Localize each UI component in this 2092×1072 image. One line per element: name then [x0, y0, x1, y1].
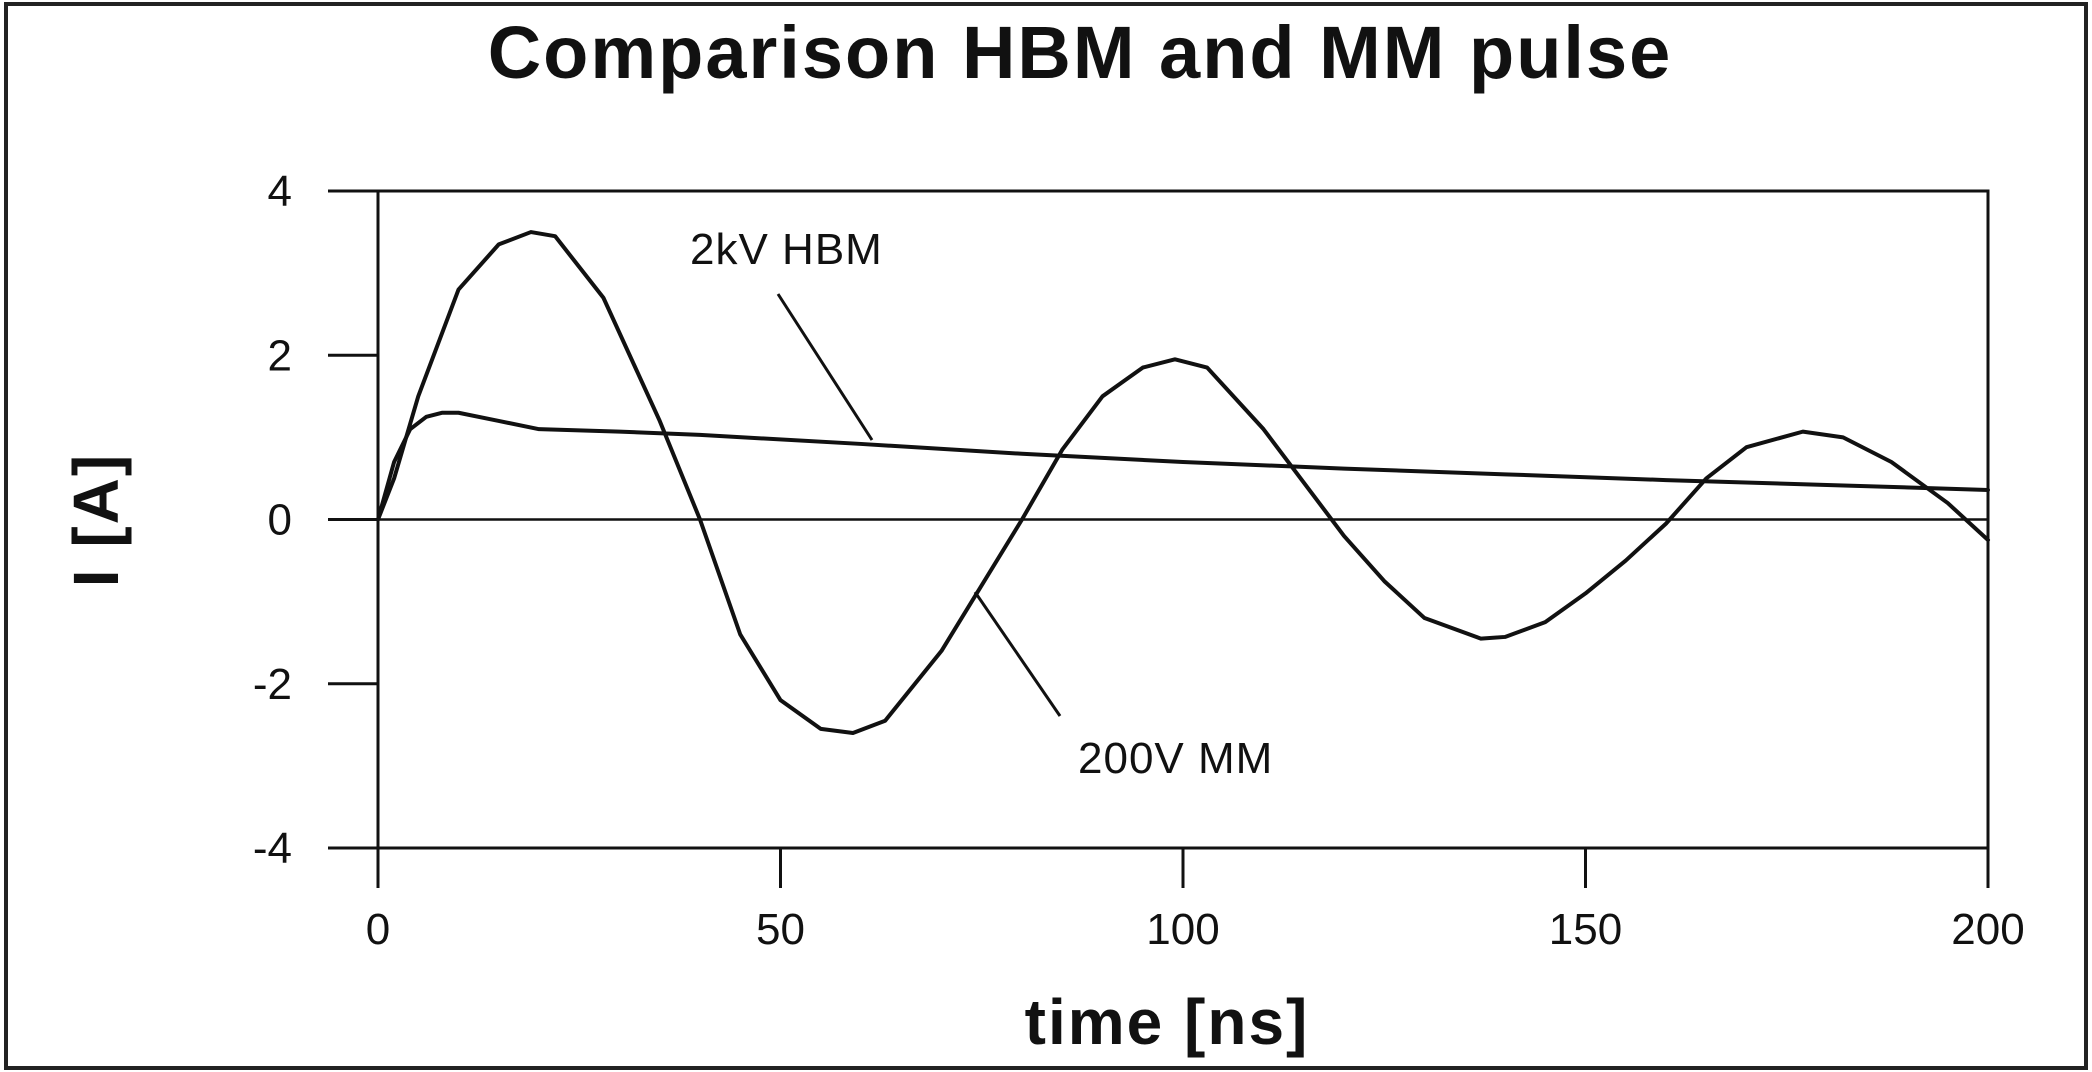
y-axis-ticks — [328, 189, 378, 850]
x-tick-label-200: 200 — [1951, 905, 2024, 954]
mm-label-leader — [973, 591, 1062, 717]
x-tick-label-0: 0 — [366, 905, 390, 954]
y-axis-title: I [A] — [60, 453, 132, 587]
series-label-hbm: 2kV HBM — [690, 225, 883, 274]
x-tick-label-100: 100 — [1146, 905, 1219, 954]
x-axis-title: time [ns] — [1025, 986, 1310, 1058]
x-axis-ticks — [376, 848, 1990, 888]
x-tick-label-50: 50 — [756, 905, 805, 954]
y-tick-label-minus-2: -2 — [253, 660, 292, 709]
series-line-hbm — [376, 410, 1990, 522]
x-axis-tick-labels: 0 50 100 150 200 — [366, 905, 2025, 954]
y-tick-label-0: 0 — [268, 496, 292, 545]
y-tick-label-minus-4: -4 — [253, 824, 292, 873]
y-tick-label-2: 2 — [268, 331, 292, 380]
series-line-mm — [376, 230, 1990, 736]
series-label-mm: 200V MM — [1078, 734, 1273, 783]
y-tick-label-4: 4 — [268, 167, 292, 216]
y-axis-tick-labels: -4 -2 0 2 4 — [253, 167, 292, 873]
hbm-label-leader — [776, 293, 874, 441]
x-tick-label-150: 150 — [1549, 905, 1622, 954]
chart-frame — [4, 2, 2088, 1070]
chart-title: Comparison HBM and MM pulse — [488, 11, 1673, 94]
series-layer — [376, 230, 1990, 736]
